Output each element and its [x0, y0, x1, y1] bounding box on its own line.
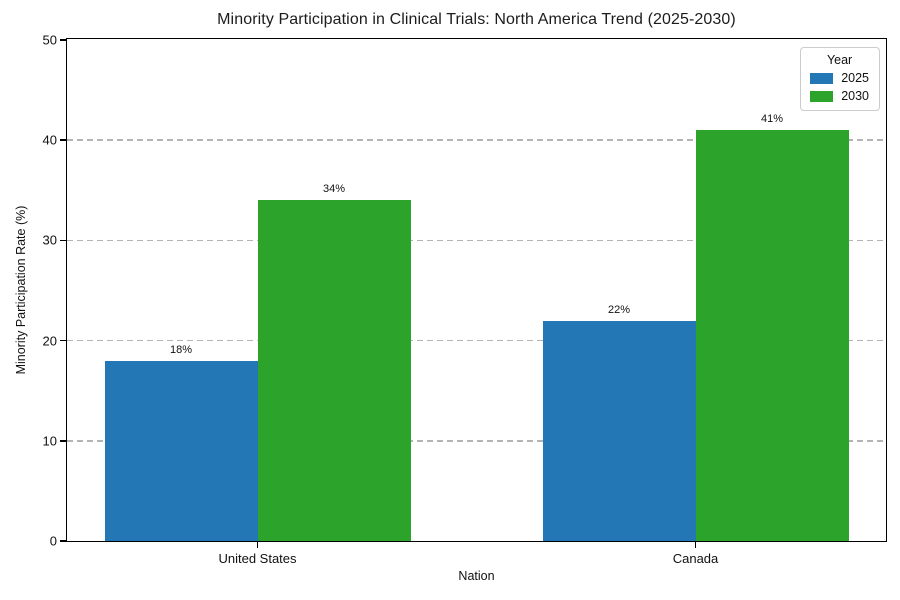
y-axis-tick-mark [60, 139, 66, 141]
y-axis-label: Minority Participation Rate (%) [14, 205, 28, 375]
bar-value-label-united-states-2030: 34% [322, 183, 346, 196]
legend-swatch-2025 [810, 72, 834, 84]
y-axis-tick-mark [60, 239, 66, 242]
x-axis-label: Nation [458, 569, 495, 583]
y-axis-tick-mark [60, 339, 66, 342]
x-axis-tick-label-united-states: United States [218, 551, 297, 566]
bar-united-states-2025 [104, 360, 258, 541]
legend-swatch-2030 [810, 90, 834, 102]
bar-value-label-united-states-2025: 18% [169, 343, 193, 356]
y-axis-tick-label: 50 [42, 32, 57, 48]
legend: Year 2025 2030 [800, 47, 880, 111]
legend-entry-2025: 2025 [810, 71, 869, 85]
legend-entry-label-2025: 2025 [841, 71, 869, 85]
bar-united-states-2030 [257, 200, 411, 541]
gridline-40 [67, 139, 886, 141]
legend-title: Year [826, 53, 853, 67]
bar-value-label-canada-2030: 41% [760, 113, 784, 126]
legend-entry-label-2030: 2030 [841, 89, 869, 103]
bar-canada-2025 [542, 320, 696, 541]
gridline-10 [67, 440, 886, 442]
x-axis-tick-label-canada: Canada [672, 551, 719, 566]
y-axis-tick-label: 20 [42, 333, 57, 349]
bar-value-label-canada-2025: 22% [607, 303, 631, 316]
y-axis-tick-label: 40 [42, 132, 57, 148]
y-axis-tick-label: 0 [49, 533, 57, 549]
bar-canada-2030 [695, 130, 849, 541]
y-axis-tick-label: 30 [42, 232, 57, 248]
chart-title: Minority Participation in Clinical Trial… [217, 11, 736, 28]
gridline-20 [67, 339, 886, 342]
y-axis-tick-label: 10 [42, 433, 57, 449]
x-axis-tick-mark [256, 542, 259, 548]
legend-entry-2030: 2030 [810, 89, 869, 103]
y-axis-tick-mark [60, 440, 66, 442]
gridline-30 [67, 239, 886, 242]
plot-area: Year 2025 2030 0 10 20 30 40 50 United States 18… [43, 34, 887, 566]
y-axis-tick-mark [60, 540, 66, 542]
y-axis-tick-mark [60, 39, 66, 41]
x-axis-tick-mark [694, 542, 697, 548]
